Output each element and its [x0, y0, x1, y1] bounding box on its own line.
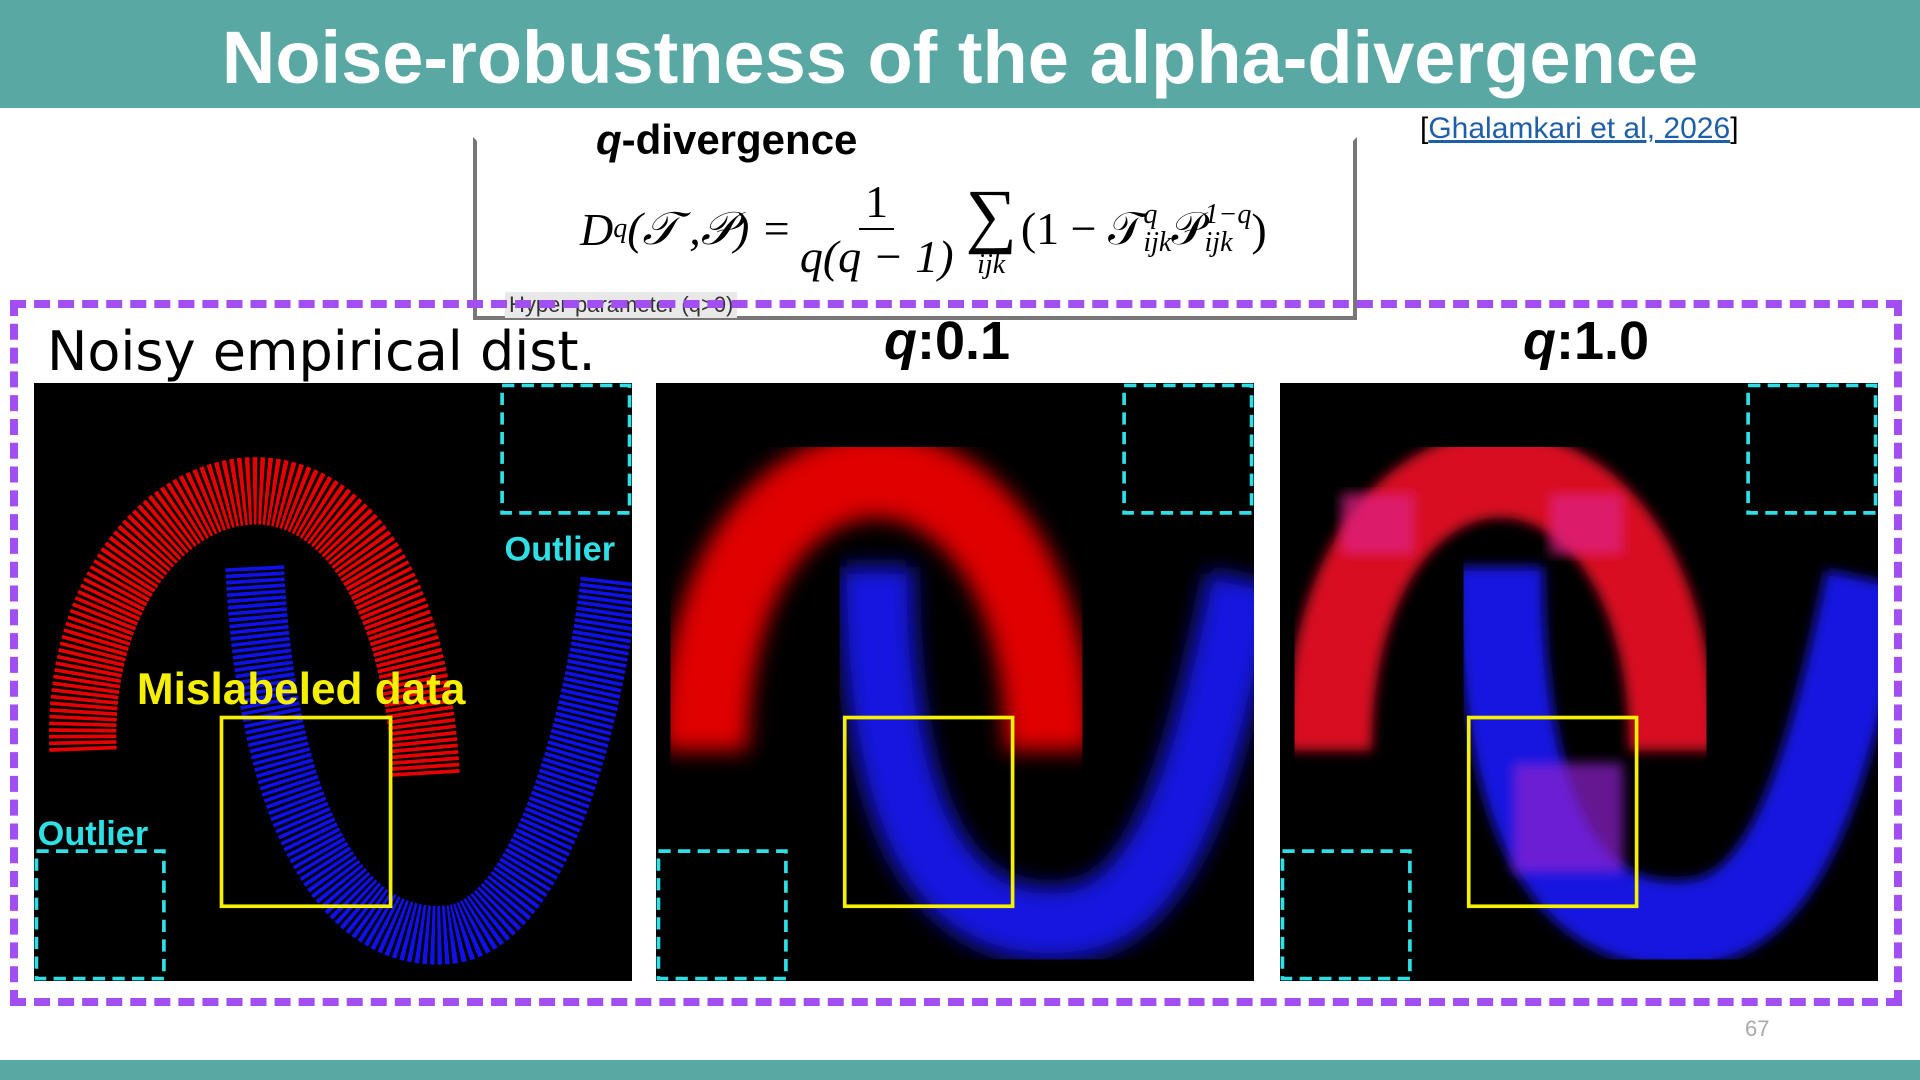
artifact	[1512, 762, 1624, 874]
title-bar	[0, 0, 1920, 108]
outlier-box	[1122, 383, 1254, 515]
outlier-box	[1746, 383, 1878, 515]
numerator: 1	[859, 175, 895, 230]
formula-part: 1−q	[1204, 199, 1252, 230]
panel-image: Outlier Outlier Mislabeled data	[34, 383, 632, 981]
outlier-box	[656, 849, 788, 981]
annotation: Outlier	[38, 815, 149, 853]
sum-index: ijk	[977, 249, 1006, 280]
panel-label: q:0.1	[747, 310, 1147, 372]
mislabeled-box	[1466, 715, 1639, 909]
citation-link[interactable]: Ghalamkari et al, 2026	[1428, 112, 1731, 145]
outlier-box	[1280, 849, 1412, 981]
formula-part: ijk	[1143, 227, 1172, 258]
panel-image	[656, 383, 1254, 981]
bracket: [	[1420, 112, 1429, 145]
blue-cluster	[839, 566, 1254, 961]
panel-label: Noisy empirical dist.	[47, 320, 596, 383]
script: q ijk	[1143, 201, 1171, 257]
formula-part: (1 − 𝒯	[1020, 202, 1144, 254]
label-text: :0.1	[916, 311, 1011, 371]
formula-part: 𝒫	[1171, 202, 1205, 254]
formula-part: q	[613, 213, 628, 244]
formula-part: ijk	[1204, 227, 1233, 258]
mislabeled-box	[842, 715, 1015, 909]
bracket: ]	[1730, 112, 1739, 145]
slide-title: Noise-robustness of the alpha-divergence	[221, 16, 1699, 99]
formula-box	[473, 137, 1357, 320]
outlier-box	[500, 383, 632, 515]
artifact	[1341, 493, 1415, 555]
label-var: q	[883, 311, 917, 371]
citation: [Ghalamkari et al, 2026]	[1420, 112, 1739, 146]
panel-image	[1280, 383, 1878, 981]
formula-part: D	[580, 203, 614, 255]
red-cluster	[1286, 432, 1716, 751]
annotation: Mislabeled data	[137, 665, 466, 714]
panel-label: q:1.0	[1386, 310, 1786, 372]
sum-sign: ∑	[965, 175, 1017, 255]
outlier-box	[34, 849, 166, 981]
footer-bar	[0, 1060, 1920, 1080]
highlight-frame	[10, 300, 1902, 1006]
formula-part: )	[1251, 203, 1267, 255]
mislabeled-box	[219, 715, 393, 909]
denominator: q(q − 1)	[799, 231, 954, 282]
formula-heading: q-divergence	[586, 116, 868, 164]
annotation: Outlier	[505, 531, 616, 569]
label-text: :1.0	[1555, 311, 1650, 371]
formula-part: q	[1143, 199, 1158, 230]
sum: ∑ ijk	[966, 179, 1017, 279]
red-cluster	[49, 457, 460, 778]
formula-part: (𝒯 ,𝒫) =	[627, 202, 792, 254]
label-var: q	[1522, 311, 1556, 371]
script: 1−q ijk	[1205, 201, 1252, 257]
heading-text: -divergence	[621, 116, 858, 163]
fraction: 1 q(q − 1)	[800, 175, 954, 283]
artifact	[1549, 493, 1624, 555]
blue-cluster	[225, 565, 632, 965]
page-number: 67	[1745, 1016, 1770, 1041]
red-cluster	[662, 432, 1092, 751]
heading-var: q	[596, 116, 622, 163]
